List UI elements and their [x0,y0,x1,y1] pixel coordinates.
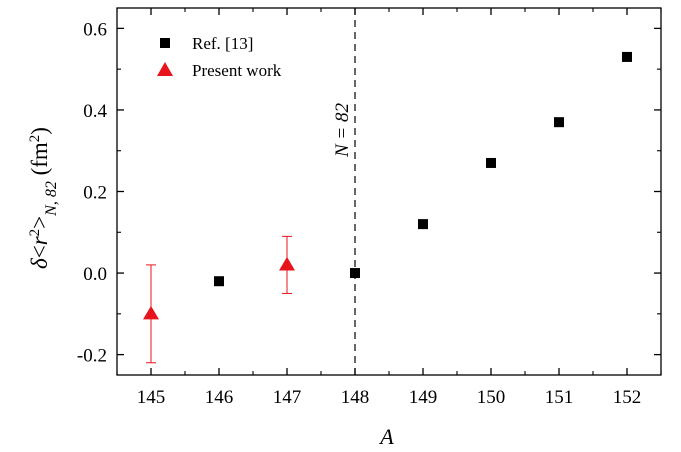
y-axis: -0.2 0.0 0.2 0.4 0.6 [77,19,661,367]
legend-present-work-label: Present work [192,61,282,80]
annotation: N = 82 [332,8,356,375]
data-marks [143,51,632,364]
legend-present-work-marker [157,62,173,76]
x-axis-label: A [378,424,394,449]
x-tick-label: 149 [409,387,438,408]
x-tick-label: 151 [545,387,574,408]
y-label-unit: (fm [27,142,52,181]
y-tick-label: 0.4 [83,101,107,122]
y-label-lt: < [27,245,52,258]
y-tick-label: 0.6 [83,19,107,40]
y-tick-label: 0.2 [83,183,107,204]
ref13-point [622,51,632,62]
present-work-point [143,305,159,320]
y-axis-label: δ<r2>N, 82 (fm2) [27,127,60,269]
x-tick-label: 152 [613,387,642,408]
x-tick-label: 148 [341,387,370,408]
ref13-point [554,117,564,128]
y-label-sub: N, 82 [43,181,60,217]
y-label-r: r [27,235,52,245]
legend-ref13-label: Ref. [13] [192,34,253,53]
y-label-unit-exp: 2 [27,135,43,143]
x-tick-label: 146 [205,387,234,408]
y-label-gt: > [27,216,52,229]
ref13-point [214,276,224,287]
y-label-r-exp: 2 [27,229,43,237]
y-tick-label: 0.0 [83,264,107,285]
ref13-point [350,268,360,279]
ref13-point [486,157,496,168]
n82-label: N = 82 [332,103,353,158]
x-tick-label: 147 [273,387,302,408]
legend: Ref. [13] Present work [157,34,282,80]
x-tick-label: 150 [477,387,506,408]
legend-ref13-marker [160,38,170,48]
present-work-point [279,256,295,271]
x-tick-label: 145 [137,387,166,408]
y-label-delta: δ [27,258,52,269]
ref13-point [418,219,428,230]
y-tick-label: -0.2 [77,346,107,367]
y-label-unit-close: ) [27,127,52,135]
